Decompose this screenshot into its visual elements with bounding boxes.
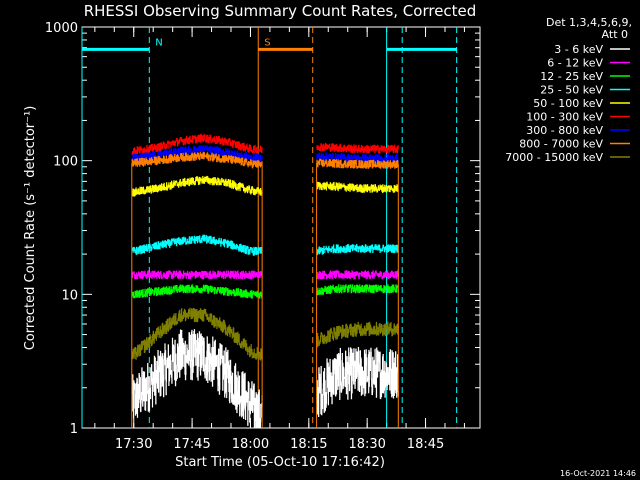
series-line bbox=[131, 145, 263, 163]
series-line bbox=[131, 151, 263, 169]
legend-entry-label: 25 - 50 keV bbox=[540, 84, 603, 97]
y-tick-label: 10 bbox=[61, 288, 78, 303]
legend-entry-label: 300 - 800 keV bbox=[526, 124, 603, 137]
series-line bbox=[316, 158, 399, 169]
series-line bbox=[316, 142, 399, 154]
x-tick-label: 17:45 bbox=[173, 437, 210, 452]
legend-entry: 7000 - 15000 keV bbox=[505, 151, 630, 164]
x-axis-label: Start Time (05-Oct-10 17:16:42) bbox=[175, 455, 385, 470]
legend-entry: 25 - 50 keV bbox=[540, 84, 630, 97]
footer-timestamp: 16-Oct-2021 14:46 bbox=[560, 469, 636, 478]
series-line bbox=[131, 133, 263, 156]
series-line bbox=[316, 152, 399, 163]
legend-entry: 800 - 7000 keV bbox=[519, 138, 630, 151]
legend-header-line-2: Att 0 bbox=[602, 28, 628, 41]
legend-entry-label: 3 - 6 keV bbox=[554, 43, 603, 56]
series-line bbox=[131, 329, 263, 429]
y-tick-label: 1 bbox=[70, 422, 78, 437]
plot-area: 1 10 100 1000 17:30 17:45 18:00 18:15 18:30 18:45… bbox=[45, 21, 481, 452]
legend-entry-label: 800 - 7000 keV bbox=[519, 138, 603, 151]
legend-entry: 100 - 300 keV bbox=[526, 111, 630, 124]
y-tick-label: 100 bbox=[53, 155, 78, 170]
series-line bbox=[131, 270, 263, 280]
x-tick-label: 17:30 bbox=[115, 437, 152, 452]
legend-entry: 300 - 800 keV bbox=[526, 124, 630, 137]
x-tick-label: 18:00 bbox=[232, 437, 269, 452]
legend-entry-label: 12 - 25 keV bbox=[540, 70, 603, 83]
y-tick-label: 1000 bbox=[45, 21, 78, 36]
series-line bbox=[316, 181, 399, 193]
legend-entry: 6 - 12 keV bbox=[547, 57, 630, 70]
series-line bbox=[316, 347, 399, 417]
series-line bbox=[316, 284, 399, 296]
series-line bbox=[131, 284, 263, 299]
legend-header-line-1: Det 1,3,4,5,6,9, bbox=[546, 16, 632, 29]
series-line bbox=[316, 244, 399, 256]
series-line bbox=[316, 270, 399, 280]
series-line bbox=[131, 234, 263, 256]
legend-entry: 12 - 25 keV bbox=[540, 70, 630, 83]
legend-entry-label: 6 - 12 keV bbox=[547, 57, 603, 70]
legend-entry-label: 100 - 300 keV bbox=[526, 111, 603, 124]
x-tick-label: 18:30 bbox=[348, 437, 385, 452]
x-tick-label: 18:45 bbox=[407, 437, 444, 452]
y-axis-label: Corrected Count Rate (s⁻¹ detector⁻¹) bbox=[23, 106, 38, 351]
chart-title: RHESSI Observing Summary Count Rates, Co… bbox=[84, 2, 477, 20]
x-tick-label: 18:15 bbox=[290, 437, 327, 452]
annotation-label: S bbox=[264, 38, 270, 49]
series-line bbox=[131, 175, 263, 197]
annotation-label: N bbox=[155, 38, 162, 49]
legend-entry-label: 50 - 100 keV bbox=[533, 97, 603, 110]
legend-entry-label: 7000 - 15000 keV bbox=[505, 151, 603, 164]
series-line bbox=[316, 321, 399, 348]
series-line bbox=[131, 307, 263, 361]
legend-entry: 3 - 6 keV bbox=[554, 43, 630, 56]
legend-entry: 50 - 100 keV bbox=[533, 97, 630, 110]
